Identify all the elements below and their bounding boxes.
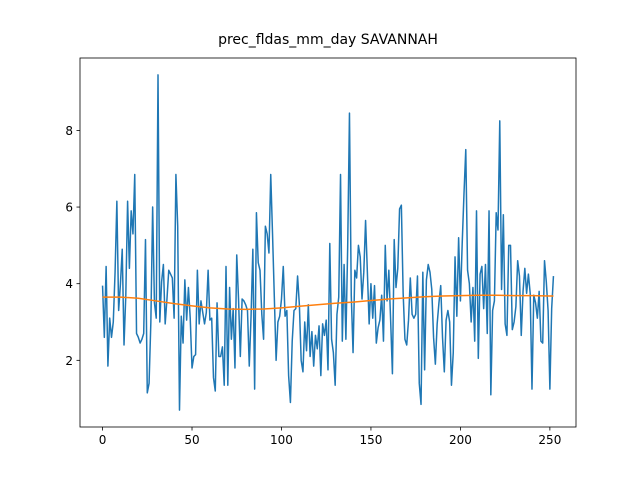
chart-title: prec_fldas_mm_day SAVANNAH: [218, 32, 438, 48]
x-tick-label: 250: [538, 433, 561, 447]
y-tick-label: 4: [65, 277, 73, 291]
data-line: [101, 74, 555, 411]
plot-frame: [79, 57, 577, 428]
x-tick-label: 50: [184, 433, 199, 447]
y-tick-label: 2: [65, 354, 73, 368]
x-tick-label: 200: [449, 433, 472, 447]
x-tick-label: 150: [359, 433, 382, 447]
data-line: [102, 294, 554, 311]
y-tick-label: 8: [65, 124, 73, 138]
y-tick-label: 6: [65, 201, 73, 215]
x-tick-label: 100: [270, 433, 293, 447]
x-tick-label: 0: [99, 433, 107, 447]
